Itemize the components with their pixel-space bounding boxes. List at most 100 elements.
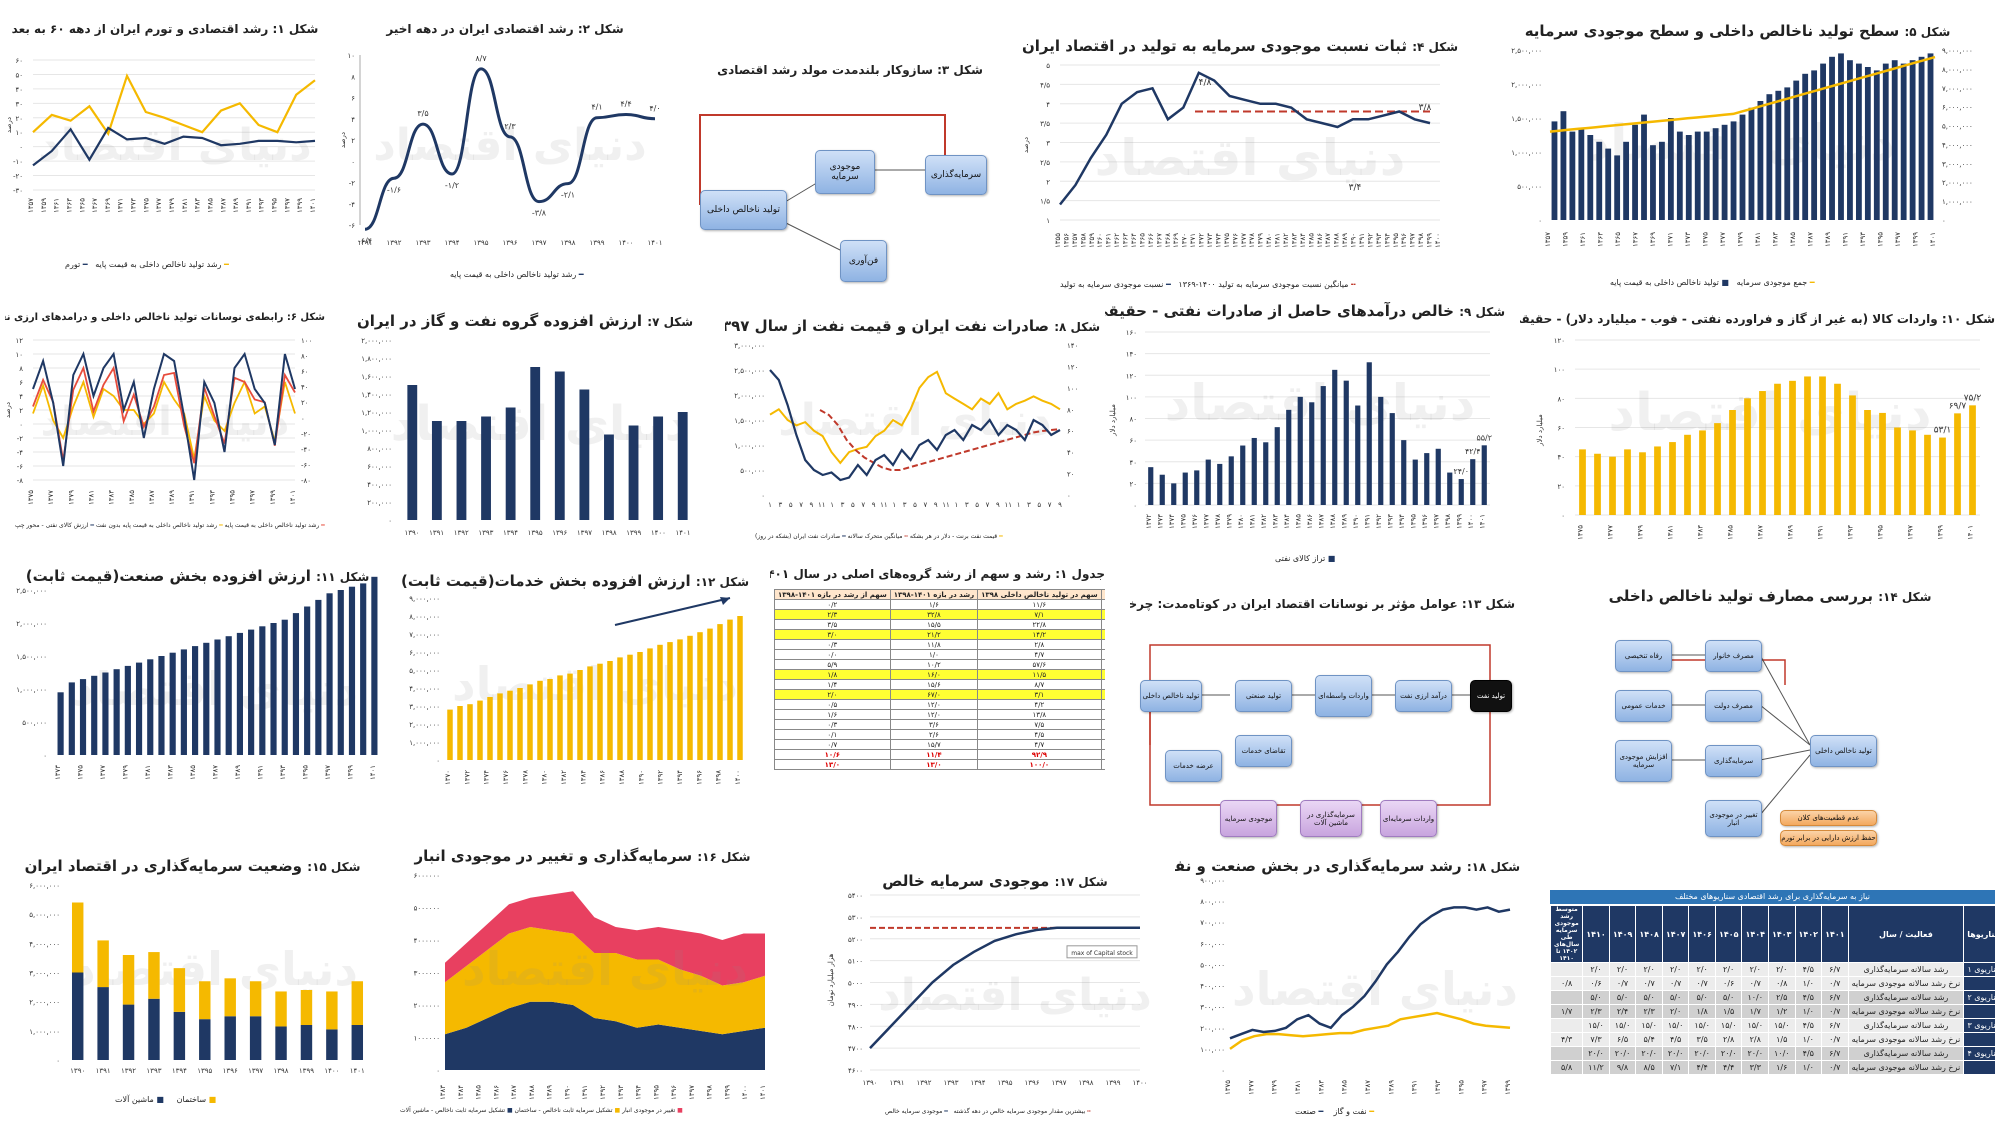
bar bbox=[657, 644, 663, 760]
y-tick-label: ۵۴۰۰ bbox=[848, 892, 863, 900]
y-tick-label: ۲ bbox=[1046, 178, 1050, 186]
x-tick-label: ۱۳۹۹ bbox=[347, 765, 355, 780]
x-tick-label: ۱۳۸۸ bbox=[618, 770, 626, 785]
node-gdp: تولید ناخالص داخلی bbox=[1140, 680, 1202, 712]
bar bbox=[1481, 445, 1487, 505]
x-tick-label: ۱۳۹۱ bbox=[1842, 232, 1850, 247]
node-services-supply: عرضه خدمات bbox=[1165, 750, 1222, 782]
x-tick-label: ۱۳۹۳ bbox=[478, 529, 493, 537]
bar bbox=[1802, 73, 1809, 220]
x-tick-label: ۱۳۹۲ bbox=[121, 1067, 136, 1075]
bar bbox=[1470, 459, 1476, 505]
bar bbox=[1579, 449, 1586, 515]
bar bbox=[1447, 472, 1453, 505]
y-tick-label: ۱۶۰ bbox=[1126, 329, 1137, 337]
table-cell: ۵/۰ bbox=[1635, 990, 1663, 1005]
x-tick-label: ۱۳۷۲ bbox=[1145, 514, 1153, 529]
table-row: گروه کشاورزی، جنگلداری و ماهیگیری۱۱/۶۱/۶… bbox=[774, 599, 1105, 610]
bar bbox=[1766, 94, 1773, 220]
bar bbox=[1939, 437, 1946, 515]
x-tick-label: ۱۳۸۱ bbox=[1667, 525, 1675, 540]
x-tick-label: ۱۳۸۵ bbox=[128, 490, 136, 505]
x-tick-label: ۱۳۹۵ bbox=[997, 1079, 1012, 1087]
x-tick-label: ۱۳۶۱ bbox=[1105, 233, 1113, 248]
x-tick-label: ۱۳۷۵ bbox=[1179, 514, 1187, 529]
x-tick-label: ۱۳۷۶ bbox=[502, 770, 510, 785]
bar bbox=[91, 675, 98, 755]
table-cell: رشد سالانه سرمایه‌گذاری bbox=[1847, 990, 1965, 1005]
legend: ━ قیمت نفت برنت - دلار در هر بشکه ╍ میان… bbox=[755, 533, 1003, 540]
bar bbox=[587, 666, 593, 760]
x-tick-label: ۱۳۹۵ bbox=[652, 1085, 660, 1100]
chart-p1: شکل ۱: رشد اقتصادی و تورم ایران از دهه ۶… bbox=[5, 20, 325, 295]
y-tick-label: ۳,۰۰۰,۰۰۰ bbox=[1942, 160, 1973, 168]
y-tick-label: ۸۰ bbox=[1067, 406, 1075, 414]
y-tick-label: -۶ bbox=[349, 222, 356, 230]
y-tick-label: ۶۰۰,۰۰۰ bbox=[1200, 940, 1225, 948]
x-tick-label: ۱۳۹۳ bbox=[943, 1079, 958, 1087]
column-header: ۱۴۰۱ bbox=[1821, 905, 1849, 963]
x-tick-label: ۱۳۹۵ bbox=[1392, 233, 1400, 248]
bar bbox=[1596, 141, 1603, 220]
y-tick-label: ۵۰۰۰ bbox=[848, 980, 863, 988]
x-tick-label: ۳ bbox=[903, 501, 907, 509]
x-tick-label: ۱۳۷۷ bbox=[1247, 1080, 1255, 1095]
table-cell: ۴/۳ bbox=[1550, 1032, 1584, 1047]
bar bbox=[1551, 121, 1558, 220]
bar bbox=[727, 619, 733, 760]
table-cell: ساختمان bbox=[1100, 649, 1105, 660]
node-oil-fx-income: درآمد ارزی نفت bbox=[1395, 680, 1452, 712]
legend: ━ جمع موجودی سرمایه ■ تولید ناخالص داخلی… bbox=[1610, 278, 1815, 287]
bar bbox=[192, 646, 199, 755]
bar bbox=[1171, 483, 1177, 505]
bar bbox=[1320, 386, 1326, 505]
x-tick-label: ۷ bbox=[799, 501, 803, 509]
series-line-gdp-growth bbox=[364, 67, 656, 231]
table-cell: ۴/۴ bbox=[1688, 1060, 1716, 1075]
data-label: -۱/۲ bbox=[445, 181, 459, 190]
y-tick-label: ۲۰ bbox=[1067, 471, 1075, 479]
y-tick-label: ۰ bbox=[436, 1067, 440, 1075]
y-tick-label: ۱,۲۰۰,۰۰۰ bbox=[361, 409, 392, 417]
x-tick-label: ۱۳۷۱ bbox=[117, 198, 125, 213]
chart-title: شکل ۱۱: ارزش افزوده بخش صنعت(قیمت ثابت) bbox=[25, 567, 370, 585]
table-cell: رشد سالانه سرمایه‌گذاری bbox=[1847, 1018, 1965, 1033]
table-row: فعالیت‌های مالی و بیمه۴/۲۱۲/۰۰/۵ bbox=[774, 699, 1105, 710]
table-cell: ۶۷/۰ bbox=[889, 689, 979, 700]
bar bbox=[113, 669, 120, 755]
y-tick-label: ۸ bbox=[19, 365, 23, 373]
legend: ╍ میانگین نسبت موجودی سرمایه به تولید ۱۴… bbox=[1060, 280, 1356, 289]
x-tick-label: ۱۳۹۶ bbox=[670, 1085, 678, 1100]
table-cell bbox=[1550, 990, 1584, 1005]
legend: ━ رشد تولید ناخالص داخلی به قیمت پایه ━ … bbox=[65, 260, 229, 269]
table-cell: ۷/۳ bbox=[1582, 1032, 1610, 1047]
series-line-moving-average bbox=[819, 409, 1061, 471]
x-tick-label: ۱۳۹۶ bbox=[223, 1067, 238, 1075]
x-tick-label: ۱۳۹۲ bbox=[386, 239, 401, 247]
y-tick-label: ۱۲ bbox=[15, 337, 23, 345]
bar-construction bbox=[351, 981, 364, 1025]
x-tick-label: ۱۴۰۱ bbox=[1929, 232, 1937, 247]
table-cell: حمل و نقل و انبارداری bbox=[1100, 679, 1105, 690]
x-tick-label: ۱۳۷۵ bbox=[1577, 525, 1585, 540]
bar bbox=[371, 576, 378, 755]
table-row: اداره عمومی، دفاع و تامین اجتماعی۷/۵۳/۶۰… bbox=[774, 719, 1105, 730]
chart-title: شکل ۵: سطح تولید ناخالص داخلی و سطح موجو… bbox=[1524, 22, 1951, 40]
x-tick-label: ۱۳۹۱ bbox=[1363, 514, 1371, 529]
table-cell: ۰/۱ bbox=[774, 729, 891, 740]
x-tick-label: ۱۳۹۹ bbox=[1504, 1080, 1512, 1095]
x-tick-label: ۱۳۹۱ bbox=[188, 490, 196, 505]
node-gdp: تولید ناخالص داخلی bbox=[1810, 735, 1877, 767]
bar bbox=[604, 434, 614, 520]
table-cell: ۶/۵ bbox=[1608, 1032, 1637, 1047]
bar bbox=[1838, 53, 1844, 221]
data-label: ۴/۴ bbox=[620, 100, 631, 109]
node-inventory-change: تغییر در موجودی انبار bbox=[1705, 800, 1762, 837]
y-tick-label: -۳۰ bbox=[13, 187, 23, 195]
x-tick-label: ۳ bbox=[965, 501, 969, 509]
y-tick-label: -۴ bbox=[17, 449, 24, 457]
y-tick-label: ۲۰ bbox=[15, 115, 23, 123]
x-tick-label: ۱۳۸۹ bbox=[1341, 233, 1349, 248]
y-tick-label: ۱,۰۰۰,۰۰۰ bbox=[16, 686, 47, 694]
